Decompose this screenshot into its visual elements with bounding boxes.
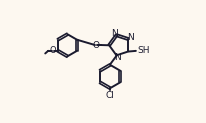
Text: O: O: [92, 41, 99, 50]
Text: N: N: [110, 29, 117, 38]
Text: SH: SH: [137, 46, 149, 55]
Text: N: N: [126, 33, 133, 42]
Text: N: N: [113, 53, 120, 62]
Text: O: O: [49, 46, 56, 55]
Text: Cl: Cl: [105, 91, 114, 100]
